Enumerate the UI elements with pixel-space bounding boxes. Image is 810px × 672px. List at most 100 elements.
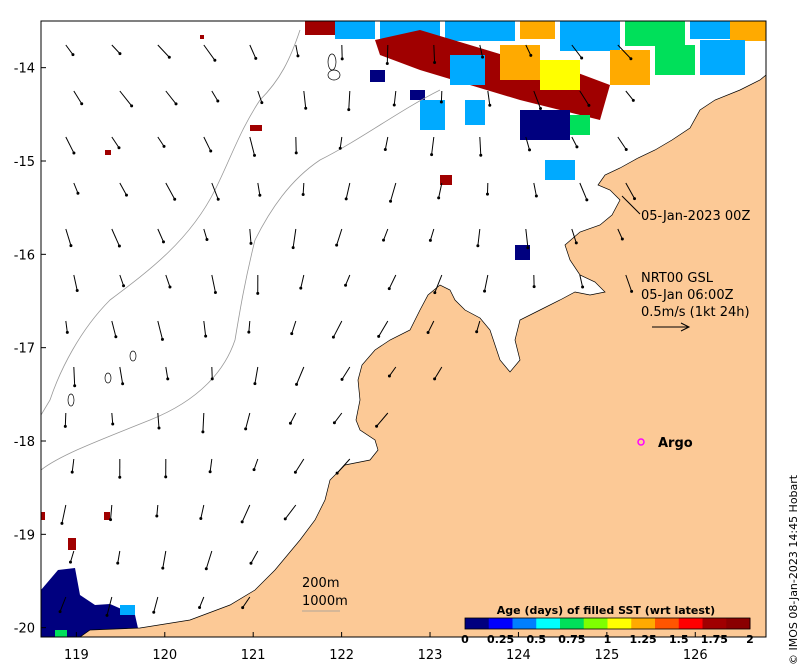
current-arrow-icon xyxy=(70,550,75,563)
current-arrow-icon xyxy=(248,320,251,333)
current-arrow-icon xyxy=(73,366,76,386)
current-arrow-head xyxy=(304,106,308,110)
current-arrow-icon xyxy=(525,44,532,56)
current-arrow-icon xyxy=(292,228,297,248)
lat-tick-label: -14 xyxy=(14,62,35,77)
current-arrow-head xyxy=(174,102,178,106)
current-arrow-icon xyxy=(165,182,176,200)
current-arrow-icon xyxy=(73,182,79,194)
current-arrow-head xyxy=(161,240,165,244)
current-arrow-head xyxy=(69,244,73,248)
current-arrow-icon xyxy=(345,274,351,286)
current-arrow-icon xyxy=(484,274,489,292)
current-arrow-head xyxy=(377,334,381,338)
current-arrow-head xyxy=(117,244,121,248)
current-arrow-icon xyxy=(533,182,537,197)
current-arrow-icon xyxy=(617,136,627,150)
current-arrow-head xyxy=(528,148,532,152)
current-arrow-icon xyxy=(254,366,259,384)
current-arrow-head xyxy=(426,331,430,335)
current-arrow-icon xyxy=(388,274,397,289)
current-arrow-icon xyxy=(249,228,252,244)
argo-marker-icon xyxy=(637,438,645,446)
current-arrow-head xyxy=(75,289,79,293)
colorbar-segment xyxy=(512,618,537,629)
current-arrow-icon xyxy=(291,320,297,334)
current-arrow-head xyxy=(105,613,109,617)
current-arrow-head xyxy=(80,102,84,106)
current-arrow-icon xyxy=(153,596,159,613)
current-arrow-head xyxy=(575,145,579,149)
current-arrow-icon xyxy=(64,412,67,427)
current-arrow-head xyxy=(63,424,67,428)
current-arrow-head xyxy=(124,193,128,197)
current-time-label: 05-Jan 06:00Z xyxy=(641,288,734,303)
current-arrow-head xyxy=(161,566,165,570)
lon-tick-label: 124 xyxy=(506,648,531,663)
current-arrow-head xyxy=(70,470,74,474)
current-arrow-icon xyxy=(477,228,481,246)
current-arrow-icon xyxy=(65,320,68,333)
current-arrow-icon xyxy=(249,136,255,156)
current-arrow-icon xyxy=(434,366,443,380)
current-arrow-icon xyxy=(73,274,78,291)
current-arrow-icon xyxy=(65,228,72,246)
scale-arrow-icon xyxy=(652,322,691,332)
current-arrow-head xyxy=(630,289,634,293)
current-arrow-icon xyxy=(345,182,351,199)
current-arrow-head xyxy=(581,285,585,289)
current-arrow-head xyxy=(344,197,348,201)
current-arrow-icon xyxy=(250,550,259,564)
current-arrow-head xyxy=(340,57,344,61)
sst-patches-southwest xyxy=(41,512,140,637)
current-arrow-head xyxy=(241,606,245,610)
current-arrow-icon xyxy=(434,274,443,293)
current-arrow-icon xyxy=(336,228,343,246)
lon-tick-label: 125 xyxy=(594,648,619,663)
current-arrow-icon xyxy=(165,90,177,105)
current-arrow-icon xyxy=(111,44,121,54)
current-arrow-icon xyxy=(571,44,583,59)
current-arrow-head xyxy=(72,151,76,155)
current-scale-label: 0.5m/s (1kt 24h) xyxy=(641,305,750,320)
current-arrow-icon xyxy=(625,90,634,101)
current-arrow-head xyxy=(216,99,220,103)
current-arrow-head xyxy=(204,334,208,338)
current-arrow-head xyxy=(152,610,156,614)
current-arrow-icon xyxy=(59,596,67,612)
current-arrow-head xyxy=(344,283,348,287)
current-arrow-head xyxy=(76,191,80,195)
current-arrow-head xyxy=(199,517,203,521)
current-arrow-head xyxy=(118,475,122,479)
current-arrow-head xyxy=(254,56,258,60)
lon-tick-label: 126 xyxy=(683,648,708,663)
lat-tick-label: -18 xyxy=(14,435,35,450)
current-arrow-head xyxy=(538,107,542,111)
argo-label: Argo xyxy=(658,436,693,451)
current-arrow-head xyxy=(291,246,295,250)
current-arrow-head xyxy=(475,330,479,334)
current-arrow-icon xyxy=(433,44,436,63)
current-arrow-icon xyxy=(294,458,305,473)
current-arrow-icon xyxy=(336,458,351,474)
current-arrow-head xyxy=(173,197,177,201)
current-arrow-head xyxy=(213,58,217,62)
current-arrow-icon xyxy=(579,182,588,201)
colorbar-tick-label: 1 xyxy=(604,633,612,646)
current-arrow-icon xyxy=(384,136,389,150)
current-arrow-head xyxy=(253,382,257,386)
lat-tick-label: -15 xyxy=(14,155,35,170)
current-arrow-head xyxy=(387,287,391,291)
current-arrow-head xyxy=(479,153,483,157)
current-arrow-icon xyxy=(165,366,169,379)
current-arrow-head xyxy=(209,149,213,153)
current-arrow-head xyxy=(160,337,164,341)
current-arrow-icon xyxy=(625,182,635,199)
current-arrow-head xyxy=(439,100,443,104)
longitude-axis: 119 120 121 122 123 124 125 126 xyxy=(64,632,708,663)
current-arrow-head xyxy=(117,146,121,150)
current-arrow-head xyxy=(204,567,208,571)
current-arrow-head xyxy=(116,561,120,565)
current-arrow-icon xyxy=(111,412,114,425)
current-arrow-head xyxy=(620,237,624,241)
